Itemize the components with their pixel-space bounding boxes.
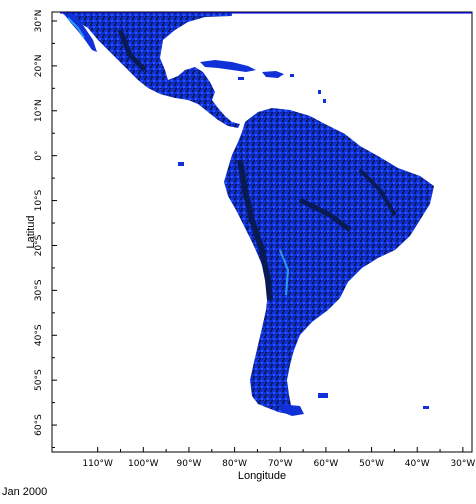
- islet-south-georgia: [423, 406, 429, 409]
- y-tick-label: 10°S: [34, 189, 44, 211]
- y-tick-label: 20°S: [34, 234, 44, 256]
- x-tick-label: 40°W: [405, 459, 430, 469]
- y-tick-label: 10°N: [34, 99, 44, 122]
- land-layer: [62, 13, 434, 416]
- y-tick-label: 40°S: [34, 324, 44, 346]
- islands-falklands: [318, 393, 328, 398]
- x-tick-label: 90°W: [177, 459, 202, 469]
- islet-lesser-antilles: [318, 90, 321, 94]
- x-tick-label: 50°W: [359, 459, 384, 469]
- x-tick-label: 70°W: [268, 459, 293, 469]
- island-hispaniola: [262, 71, 284, 78]
- x-axis-title: Longitude: [238, 470, 286, 482]
- island-cuba: [200, 60, 256, 72]
- y-tick-label: 60°S: [34, 414, 44, 436]
- x-tick-label: 60°W: [313, 459, 338, 469]
- terrain-accents: [67, 17, 397, 301]
- x-axis-ticks: 110°W 100°W 90°W 80°W 70°W 60°W 50°W 40°W 30°W: [82, 447, 475, 469]
- y-axis-title: Latitud: [25, 215, 37, 248]
- y-tick-label: 30°N: [34, 10, 44, 33]
- y-tick-label: 20°N: [34, 55, 44, 78]
- y-axis-ticks: 30°N 20°N 10°N 0° 10°S 20°S 30°S 40°S 50°S 60°S: [34, 10, 57, 449]
- tierra-del-fuego: [278, 404, 304, 416]
- date-label: Jan 2000: [2, 486, 48, 498]
- x-tick-label: 30°W: [450, 459, 475, 469]
- y-tick-label: 0°: [34, 151, 44, 161]
- island-jamaica: [238, 77, 244, 80]
- x-tick-label: 100°W: [128, 459, 159, 469]
- y-tick-label: 30°S: [34, 279, 44, 301]
- islet-galapagos: [178, 162, 184, 166]
- y-tick-label: 50°S: [34, 369, 44, 391]
- x-tick-label: 80°W: [222, 459, 247, 469]
- islet-lesser-antilles-2: [323, 99, 326, 103]
- island-puerto-rico: [290, 74, 294, 77]
- x-tick-label: 110°W: [82, 459, 113, 469]
- landmass-north-central-america: [62, 13, 240, 128]
- landmass-south-america: [224, 108, 434, 414]
